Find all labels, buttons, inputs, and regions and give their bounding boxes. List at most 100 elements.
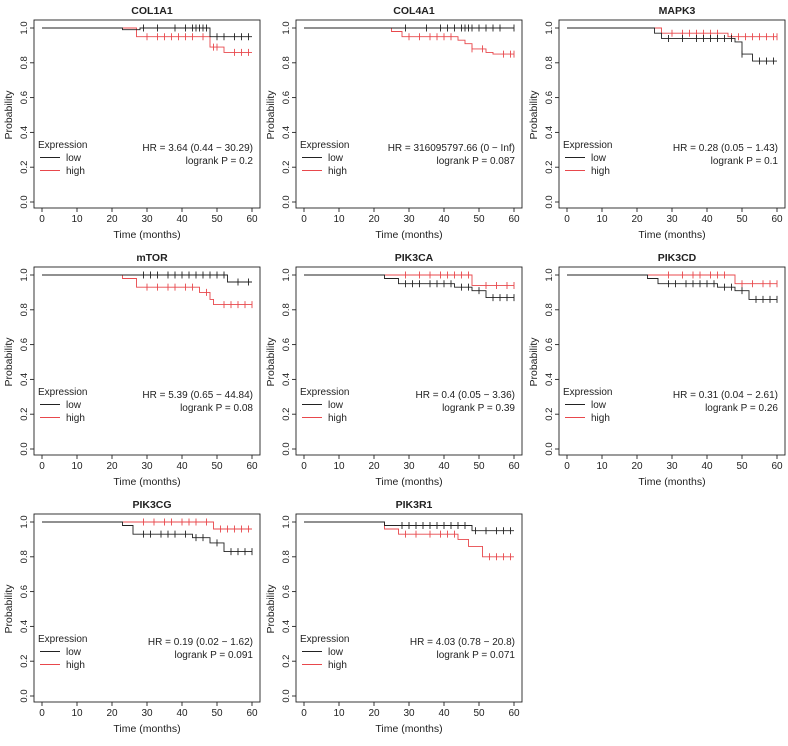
km-curve-low	[567, 27, 777, 62]
y-tick-label: 0.6	[281, 338, 292, 351]
y-tick-label: 0.8	[19, 56, 30, 69]
hr-annotation: HR = 0.31 (0.04 − 2.61)	[673, 390, 778, 401]
y-axis-label: Probability	[528, 90, 540, 140]
x-tick-label: 30	[141, 708, 153, 719]
plot-frame	[295, 513, 523, 703]
y-axis-label: Probability	[3, 90, 15, 140]
panel-title: PIK3R1	[396, 499, 433, 511]
plot-frame	[558, 266, 786, 456]
legend-title: Expression	[300, 634, 349, 645]
km-plot-svg: PIK3R1 0 10 20 30 40 50 60 Time (months) 0.0 0.2 0.…	[265, 499, 523, 735]
x-tick-label: 60	[246, 708, 258, 719]
km-curve-low	[567, 274, 777, 300]
legend-label-low: low	[591, 400, 607, 411]
km-curve-high	[42, 274, 252, 306]
y-tick-label: 1.0	[281, 21, 292, 34]
x-tick-label: 40	[176, 708, 188, 719]
y-tick-label: 0.8	[19, 550, 30, 563]
plot-frame	[33, 19, 261, 209]
x-tick-label: 0	[564, 214, 570, 225]
legend-title: Expression	[563, 387, 612, 398]
km-plot-svg: PIK3CA 0 10 20 30 40 50 60 Time (months) 0.0 0.2 0.…	[265, 252, 523, 488]
plot-frame	[295, 266, 523, 456]
x-tick-label: 0	[301, 461, 307, 472]
y-tick-label: 0.8	[281, 56, 292, 69]
hr-annotation: HR = 0.19 (0.02 − 1.62)	[148, 637, 253, 648]
km-plot-svg: COL4A1 0 10 20 30 40 50 60 Time (months) 0.0 0.2 0.…	[265, 5, 523, 241]
legend-title: Expression	[300, 140, 349, 151]
panel-title: PIK3CG	[132, 499, 171, 511]
km-plot-svg: PIK3CG 0 10 20 30 40 50 60 Time (months) 0.0 0.2 0.…	[3, 499, 261, 735]
km-curve-low	[304, 274, 514, 299]
x-tick-label: 30	[666, 461, 678, 472]
legend-label-high: high	[328, 166, 347, 177]
panel-title: COL1A1	[131, 5, 173, 17]
x-tick-label: 30	[141, 461, 153, 472]
x-tick-label: 30	[403, 214, 415, 225]
x-tick-label: 40	[438, 214, 450, 225]
y-tick-label: 0.0	[281, 689, 292, 702]
y-tick-label: 0.4	[281, 126, 292, 139]
x-tick-label: 40	[176, 461, 188, 472]
panel-title: mTOR	[136, 252, 168, 264]
x-axis-label: Time (months)	[375, 229, 442, 241]
km-curve-low	[42, 274, 252, 283]
legend-title: Expression	[300, 387, 349, 398]
legend-title: Expression	[563, 140, 612, 151]
logrank-annotation: logrank P = 0.39	[442, 403, 515, 414]
km-panel-pik3ca: PIK3CA 0 10 20 30 40 50 60 Time (months) 0.0 0.2 0.…	[262, 247, 524, 494]
y-axis-label: Probability	[3, 584, 15, 634]
km-curve-low	[42, 27, 252, 38]
y-tick-label: 0.2	[19, 408, 30, 421]
y-tick-label: 0.6	[281, 91, 292, 104]
x-tick-label: 0	[301, 708, 307, 719]
y-tick-label: 0.2	[281, 161, 292, 174]
y-tick-label: 0.2	[19, 161, 30, 174]
km-panel-pik3cd: PIK3CD 0 10 20 30 40 50 60 Time (months) 0.0 0.2 0.…	[525, 247, 787, 494]
y-tick-label: 0.6	[544, 338, 555, 351]
x-tick-label: 20	[106, 214, 118, 225]
y-tick-label: 0.0	[19, 195, 30, 208]
x-tick-label: 20	[631, 214, 643, 225]
x-tick-label: 40	[438, 708, 450, 719]
x-tick-label: 40	[701, 214, 713, 225]
km-panel-col1a1: COL1A1 0 10 20 30 40 50 60 Time (months) 0.0 0.2 0.…	[0, 0, 262, 247]
legend-title: Expression	[38, 387, 87, 398]
y-tick-label: 0.4	[544, 373, 555, 386]
y-tick-label: 1.0	[19, 21, 30, 34]
y-tick-label: 0.4	[544, 126, 555, 139]
km-plot-svg: PIK3CD 0 10 20 30 40 50 60 Time (months) 0.0 0.2 0.…	[528, 252, 786, 488]
y-tick-label: 0.6	[19, 338, 30, 351]
x-tick-label: 20	[368, 214, 380, 225]
y-tick-label: 0.8	[544, 303, 555, 316]
plot-frame	[33, 513, 261, 703]
y-axis-label: Probability	[528, 337, 540, 387]
x-tick-label: 20	[106, 708, 118, 719]
legend-label-high: high	[66, 166, 85, 177]
y-tick-label: 0.0	[281, 195, 292, 208]
km-curve-low	[304, 521, 514, 532]
hr-annotation: HR = 0.28 (0.05 − 1.43)	[673, 143, 778, 154]
logrank-annotation: logrank P = 0.1	[711, 156, 779, 167]
y-tick-label: 0.0	[544, 442, 555, 455]
y-axis-label: Probability	[265, 584, 277, 634]
x-tick-label: 50	[736, 461, 748, 472]
km-curve-high	[304, 274, 514, 286]
plot-frame	[295, 19, 523, 209]
y-tick-label: 0.2	[544, 408, 555, 421]
y-tick-label: 0.2	[281, 408, 292, 421]
y-tick-label: 0.8	[544, 56, 555, 69]
x-axis-label: Time (months)	[375, 476, 442, 488]
y-tick-label: 1.0	[281, 268, 292, 281]
panel-title: PIK3CD	[658, 252, 697, 264]
legend-title: Expression	[38, 140, 87, 151]
km-panel-pik3r1: PIK3R1 0 10 20 30 40 50 60 Time (months) 0.0 0.2 0.…	[262, 494, 524, 741]
y-tick-label: 0.2	[544, 161, 555, 174]
hr-annotation: HR = 0.4 (0.05 − 3.36)	[415, 390, 515, 401]
x-tick-label: 40	[438, 461, 450, 472]
x-tick-label: 40	[176, 214, 188, 225]
x-tick-label: 0	[39, 214, 45, 225]
y-tick-label: 0.6	[19, 585, 30, 598]
legend-label-low: low	[66, 400, 82, 411]
x-tick-label: 50	[736, 214, 748, 225]
